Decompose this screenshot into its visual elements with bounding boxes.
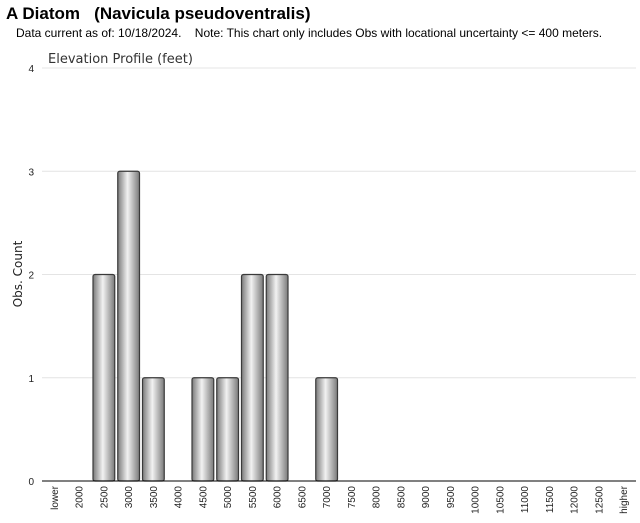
x-tick-label-4500: 4500 xyxy=(198,486,209,509)
bar-5500 xyxy=(240,273,264,482)
x-tick-label-12000: 12000 xyxy=(570,486,581,514)
bar-4500 xyxy=(191,377,215,482)
x-tick-label-3500: 3500 xyxy=(149,486,160,509)
x-tick-label-5500: 5500 xyxy=(248,486,259,509)
x-tick-label-11500: 11500 xyxy=(545,486,556,514)
x-tick-label-10500: 10500 xyxy=(495,486,506,514)
x-tick-label-8000: 8000 xyxy=(372,486,383,509)
y-tick-label: 3 xyxy=(28,167,34,178)
y-axis-ticks: 0 1 2 3 4 xyxy=(28,64,34,488)
y-tick-label: 0 xyxy=(28,477,34,488)
bar-7000 xyxy=(315,377,339,482)
x-tick-label-4000: 4000 xyxy=(174,486,185,509)
gridlines xyxy=(42,67,636,379)
x-tick-label-3000: 3000 xyxy=(124,486,135,509)
x-tick-label-higher: higher xyxy=(619,485,630,513)
y-axis-label: Obs. Count xyxy=(11,240,25,307)
bar-5000 xyxy=(216,377,240,482)
x-tick-label-7000: 7000 xyxy=(322,486,333,509)
x-tick-label-8500: 8500 xyxy=(396,486,407,509)
x-tick-label-9000: 9000 xyxy=(421,486,432,509)
y-tick-label: 2 xyxy=(28,271,34,282)
x-tick-label-6500: 6500 xyxy=(297,486,308,509)
x-tick-label-2000: 2000 xyxy=(75,486,86,509)
chart-title: A Diatom (Navicula pseudoventralis) xyxy=(6,4,311,23)
x-axis-ticks: lower 2000 2500 3000 3500 4000 4500 5000 5500 600… xyxy=(50,485,630,513)
x-tick-label-lower: lower xyxy=(50,485,61,510)
bar-3000 xyxy=(117,170,141,482)
x-tick-label-2500: 2500 xyxy=(99,486,110,509)
x-tick-label-10000: 10000 xyxy=(471,486,482,514)
x-tick-label-11000: 11000 xyxy=(520,486,531,514)
x-tick-label-6000: 6000 xyxy=(273,486,284,509)
bar-2500 xyxy=(92,273,116,482)
x-tick-label-12500: 12500 xyxy=(594,486,605,514)
bar-6000 xyxy=(265,273,289,482)
x-tick-label-7500: 7500 xyxy=(347,486,358,509)
data-note: Data current as of: 10/18/2024. Note: Th… xyxy=(16,26,603,40)
chart-subtitle-elevation: Elevation Profile (feet) xyxy=(48,52,193,67)
y-tick-label: 4 xyxy=(28,64,34,75)
x-tick-label-5000: 5000 xyxy=(223,486,234,509)
bars xyxy=(92,170,339,482)
y-tick-label: 1 xyxy=(28,374,34,385)
elevation-chart: 0 1 2 3 4 lower 2000 2500 3000 3500 4000 4500 5000 5… xyxy=(0,44,640,523)
bar-3500 xyxy=(141,377,165,482)
x-tick-label-9500: 9500 xyxy=(446,486,457,509)
elevation-chart-svg: 0 1 2 3 4 lower 2000 2500 3000 3500 4000 4500 5000 5… xyxy=(11,52,636,514)
